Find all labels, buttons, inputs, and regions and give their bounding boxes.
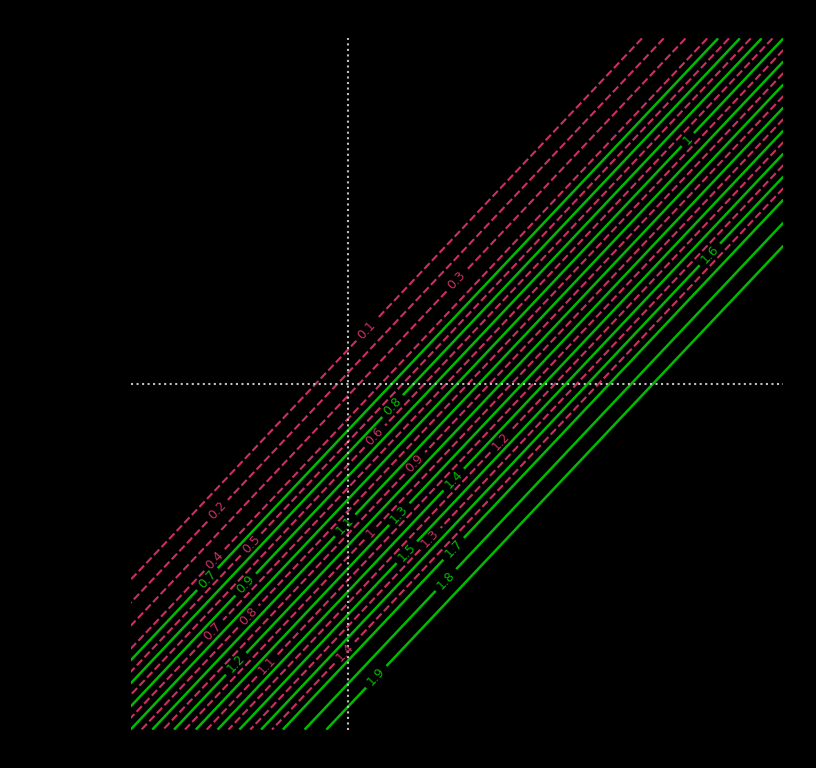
Text: 0.4: 0.4 (203, 548, 226, 571)
Text: 0.7: 0.7 (196, 568, 219, 591)
Text: 1: 1 (363, 526, 378, 541)
Text: 0.1: 0.1 (355, 318, 378, 342)
Text: 1.4: 1.4 (333, 641, 357, 664)
Text: 1.2: 1.2 (224, 652, 248, 676)
Text: 1.1: 1.1 (255, 654, 279, 677)
Text: 1.6: 1.6 (698, 243, 721, 266)
Text: 0.6: 0.6 (363, 425, 387, 448)
Text: 0.5: 0.5 (239, 533, 263, 556)
Text: 1.1: 1.1 (334, 514, 357, 537)
Text: 1.9: 1.9 (365, 665, 388, 688)
Text: 1.7: 1.7 (442, 537, 465, 561)
Text: 0.9: 0.9 (403, 452, 427, 475)
Text: 0.7: 0.7 (202, 619, 224, 643)
Text: 1.5: 1.5 (395, 541, 419, 564)
Text: 1: 1 (681, 132, 695, 147)
Text: 0.8: 0.8 (237, 605, 259, 628)
Text: 1.3: 1.3 (419, 527, 442, 551)
Text: 0.9: 0.9 (234, 573, 257, 596)
Text: 1.8: 1.8 (434, 568, 458, 591)
Text: 0.3: 0.3 (445, 269, 468, 293)
Text: 1.4: 1.4 (442, 468, 465, 492)
Text: 0.2: 0.2 (206, 499, 229, 522)
Text: 1.3: 1.3 (388, 502, 411, 526)
Text: 0.8: 0.8 (381, 394, 404, 418)
Text: 1.2: 1.2 (489, 430, 512, 453)
